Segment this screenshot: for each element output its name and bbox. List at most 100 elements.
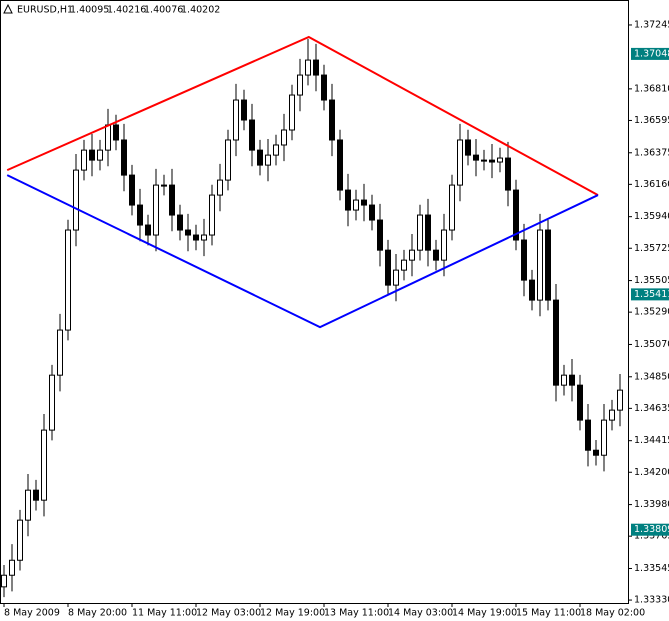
candle-body xyxy=(401,259,407,271)
candle-body xyxy=(409,249,415,261)
candle-body xyxy=(337,139,343,191)
candle-body xyxy=(57,329,63,376)
x-tick-label: 13 May 11:00 xyxy=(324,608,389,619)
header-icon xyxy=(3,3,13,14)
y-tick-label: 1.35505 xyxy=(634,275,669,286)
candle-body xyxy=(25,489,31,521)
header-value: 1.40202 xyxy=(181,5,220,16)
y-tick-label: 1.35290 xyxy=(634,307,669,318)
candle-body xyxy=(473,154,479,161)
candle-body xyxy=(601,419,607,456)
candle-body xyxy=(505,157,511,191)
candle-body xyxy=(305,59,311,76)
y-tick-label: 1.37245 xyxy=(634,19,669,30)
trendline xyxy=(6,35,599,196)
candle-body xyxy=(273,144,279,156)
y-tick-label: 1.34415 xyxy=(634,435,669,446)
candle-body xyxy=(297,74,303,96)
candle-body xyxy=(449,184,455,231)
candle-body xyxy=(329,99,335,141)
candle-body xyxy=(105,124,111,151)
candle-body xyxy=(193,234,199,241)
y-tick-label: 1.35070 xyxy=(634,339,669,350)
candle-body xyxy=(17,519,23,561)
candle-body xyxy=(233,99,239,141)
y-tick-label: 1.33330 xyxy=(634,595,669,606)
y-tick-label: 1.34200 xyxy=(634,467,669,478)
trendline xyxy=(6,174,599,329)
y-tick-label: 1.35725 xyxy=(634,243,669,254)
candle-body xyxy=(569,374,575,386)
price-marker-label: 1.33809 xyxy=(634,524,669,535)
candle-body xyxy=(425,214,431,251)
candle-body xyxy=(9,559,15,576)
y-tick-label: 1.35940 xyxy=(634,211,669,222)
candle-body xyxy=(481,159,487,162)
candle-body xyxy=(241,99,247,121)
y-tick-label: 1.34635 xyxy=(634,403,669,414)
candle-body xyxy=(153,184,159,236)
candle-body xyxy=(433,249,439,261)
x-tick-label: 8 May 2009 xyxy=(4,608,60,619)
x-tick-label: 8 May 20:00 xyxy=(68,608,127,619)
x-tick-label: 12 May 03:00 xyxy=(196,608,261,619)
candle-body xyxy=(289,94,295,131)
candle-body xyxy=(441,229,447,261)
candle-body xyxy=(169,184,175,216)
candle-body xyxy=(345,189,351,211)
x-tick-label: 14 May 19:00 xyxy=(452,608,517,619)
candle-body xyxy=(465,139,471,156)
y-tick-label: 1.36160 xyxy=(634,179,669,190)
x-tick-label: 14 May 03:00 xyxy=(388,608,453,619)
candle-body xyxy=(145,224,151,236)
y-tick-label: 1.33980 xyxy=(634,499,669,510)
candle-body xyxy=(209,194,215,236)
candle-body xyxy=(225,139,231,181)
candle-body xyxy=(65,229,71,331)
candle-body xyxy=(585,419,591,451)
candle-body xyxy=(281,129,287,146)
candle-body xyxy=(217,179,223,196)
candle-body xyxy=(537,229,543,301)
candle-body xyxy=(393,269,399,286)
y-tick-label: 1.36595 xyxy=(634,115,669,126)
candle-body xyxy=(257,149,263,166)
candle-body xyxy=(361,199,367,206)
candle-body xyxy=(121,139,127,176)
y-tick-label: 1.36810 xyxy=(634,83,669,94)
candle-body xyxy=(529,279,535,301)
header-value: 1.40216 xyxy=(107,5,146,16)
candle-body xyxy=(369,204,375,221)
x-tick-label: 18 May 02:00 xyxy=(580,608,645,619)
candle-body xyxy=(81,149,87,171)
candles xyxy=(1,38,623,598)
candle-body xyxy=(161,184,167,187)
candle-body xyxy=(137,204,143,226)
candle-body xyxy=(1,574,7,588)
candle-body xyxy=(201,234,207,241)
x-tick-label: 15 May 11:00 xyxy=(516,608,581,619)
candle-body xyxy=(113,124,119,141)
price-marker xyxy=(631,288,669,301)
candle-body xyxy=(545,229,551,301)
candle-body xyxy=(313,59,319,76)
header-value: 1.40076 xyxy=(144,5,183,16)
candle-body xyxy=(73,169,79,231)
y-tick-label: 1.34850 xyxy=(634,371,669,382)
candle-body xyxy=(417,214,423,251)
candle-body xyxy=(33,489,39,501)
price-marker-label: 1.37048 xyxy=(634,48,669,59)
price-marker xyxy=(631,47,669,60)
candle-body xyxy=(593,449,599,456)
candle-body xyxy=(177,214,183,231)
candle-body xyxy=(49,374,55,431)
candle-body xyxy=(577,384,583,421)
y-tick-label: 1.36375 xyxy=(634,147,669,158)
plot-frame xyxy=(0,0,629,604)
candle-body xyxy=(457,139,463,186)
y-tick-label: 1.33545 xyxy=(634,563,669,574)
symbol: EURUSD,H1 xyxy=(17,5,73,16)
candle-body xyxy=(129,174,135,206)
